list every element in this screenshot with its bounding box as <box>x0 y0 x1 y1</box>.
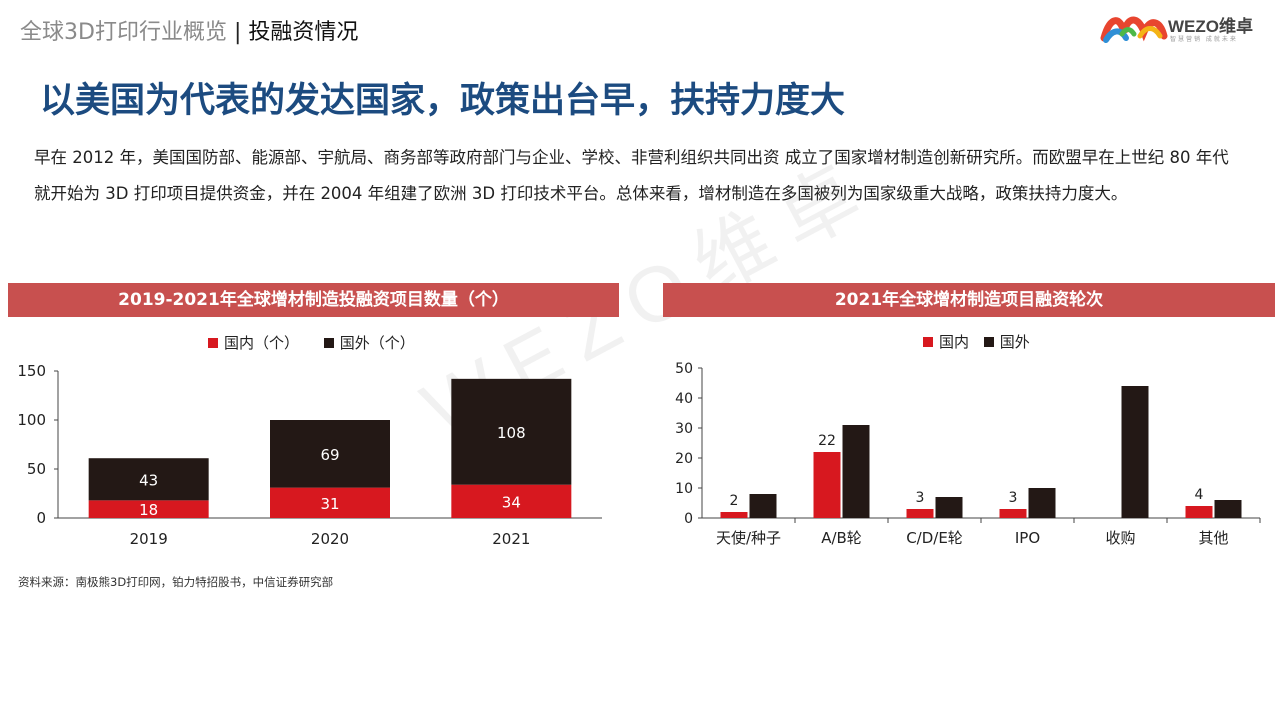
y-tick-label: 20 <box>675 451 693 467</box>
bar-foreign <box>270 420 390 488</box>
bar-foreign <box>749 494 777 518</box>
legend-item-domestic: 国内（个） <box>208 332 299 353</box>
legend-item-foreign: 国外 <box>983 331 1030 352</box>
data-label-foreign: 43 <box>139 471 158 489</box>
data-label-domestic: 18 <box>139 501 158 519</box>
page-headline: 以美国为代表的发达国家，政策出台早，扶持力度大 <box>40 81 846 121</box>
chart2-legend: 国内 国外 <box>923 331 1050 352</box>
chart2-plot: 0 10 20 30 40 50 2 天使/种子 22 A/B轮 3 C/D/E轮 3 IPO 收购 4 其他 <box>675 361 1261 547</box>
x-tick-label: 天使/种子 <box>716 529 781 547</box>
x-tick-label: 2019 <box>130 530 168 548</box>
y-tick-label: 0 <box>684 511 693 527</box>
x-tick-label: 收购 <box>1105 529 1135 547</box>
bar-domestic <box>999 509 1027 518</box>
data-label-domestic: 31 <box>320 495 339 513</box>
bar-domestic <box>813 452 841 518</box>
bar-domestic <box>720 512 748 518</box>
y-tick-label: 30 <box>675 421 693 437</box>
data-label-domestic: 4 <box>1195 487 1204 503</box>
y-tick-label: 0 <box>36 509 46 527</box>
logo-tagline: 智慧营销 成就未来 <box>1170 36 1238 43</box>
x-tick-label: A/B轮 <box>821 529 862 547</box>
bar-foreign <box>1214 500 1242 518</box>
bar-domestic <box>906 509 934 518</box>
x-tick-label: C/D/E轮 <box>906 529 963 547</box>
bar-domestic <box>1185 506 1213 518</box>
legend-label: 国内（个） <box>224 334 300 352</box>
chart1-legend: 国内（个） 国外（个） <box>208 332 435 353</box>
bar-domestic <box>88 500 209 518</box>
data-label-domestic: 22 <box>818 433 836 449</box>
legend-swatch-domestic <box>923 336 933 347</box>
title-separator: | <box>233 20 242 45</box>
legend-item-foreign: 国外（个） <box>323 332 415 353</box>
legend-swatch-foreign <box>323 337 334 348</box>
data-label-foreign: 108 <box>497 424 526 442</box>
wezo-logo-icon <box>1100 16 1168 43</box>
logo-text: WEZO维卓 <box>1168 17 1253 36</box>
bar-domestic <box>270 487 390 518</box>
data-label-domestic: 2 <box>730 493 739 509</box>
data-label-domestic: 34 <box>502 493 521 511</box>
bar-foreign <box>1028 488 1056 518</box>
subsection-name: 投融资情况 <box>248 20 359 45</box>
legend-label: 国外（个） <box>339 334 415 352</box>
bar-foreign <box>935 497 963 518</box>
bar-foreign <box>88 458 209 501</box>
section-title: 全球3D打印行业概览 | 投融资情况 <box>20 14 358 46</box>
bar-foreign <box>1121 386 1149 518</box>
section-name: 全球3D打印行业概览 <box>20 20 227 45</box>
intro-paragraph: 早在 2012 年，美国国防部、能源部、宇航局、商务部等政府部门与企业、学校、非… <box>34 148 1229 203</box>
bar-domestic <box>451 484 572 518</box>
legend-item-domestic: 国内 <box>923 331 969 352</box>
y-tick-label: 100 <box>17 411 46 429</box>
y-tick-label: 40 <box>675 391 693 407</box>
bar-foreign <box>842 425 870 518</box>
source-note: 资料来源：南极熊3D打印网，铂力特招股书，中信证券研究部 <box>18 575 334 589</box>
y-tick-label: 50 <box>675 361 693 377</box>
data-label-domestic: 3 <box>1009 490 1018 506</box>
data-label-foreign: 69 <box>320 446 339 464</box>
legend-swatch-foreign <box>983 336 994 347</box>
chart1-title: 2019-2021年全球增材制造投融资项目数量（个） <box>8 283 619 317</box>
bar-foreign <box>451 378 572 485</box>
y-tick-label: 10 <box>675 481 693 497</box>
y-tick-label: 50 <box>27 460 46 478</box>
legend-swatch-domestic <box>208 337 218 348</box>
legend-label: 国内 <box>939 333 970 351</box>
x-tick-label: 2021 <box>492 530 530 548</box>
chart2-title: 2021年全球增材制造项目融资轮次 <box>663 283 1275 317</box>
x-tick-label: 2020 <box>311 530 349 548</box>
legend-label: 国外 <box>999 333 1030 351</box>
x-tick-label: IPO <box>1015 529 1040 547</box>
chart1-plot: 0 50 100 150 18 43 2019 31 69 2020 34 108 2021 <box>17 362 602 548</box>
x-tick-label: 其他 <box>1198 529 1228 547</box>
data-label-domestic: 3 <box>916 490 925 506</box>
y-tick-label: 150 <box>17 362 46 380</box>
